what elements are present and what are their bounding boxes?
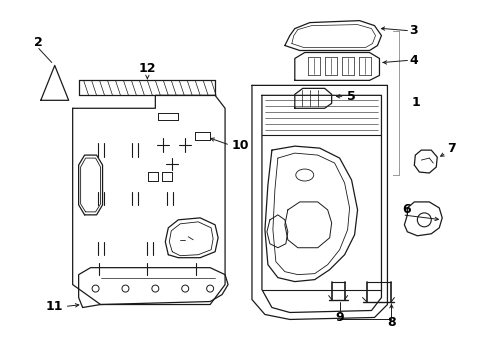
Text: 4: 4 (408, 54, 417, 67)
Text: 7: 7 (447, 141, 455, 155)
Text: 5: 5 (346, 90, 355, 103)
Text: 1: 1 (410, 96, 419, 109)
Text: 3: 3 (408, 24, 417, 37)
Text: 12: 12 (138, 62, 156, 75)
Text: 11: 11 (45, 300, 62, 313)
Text: 9: 9 (335, 311, 343, 324)
Text: 2: 2 (34, 36, 43, 49)
Text: 8: 8 (386, 316, 395, 329)
Text: 6: 6 (402, 203, 410, 216)
Text: 10: 10 (232, 139, 249, 152)
